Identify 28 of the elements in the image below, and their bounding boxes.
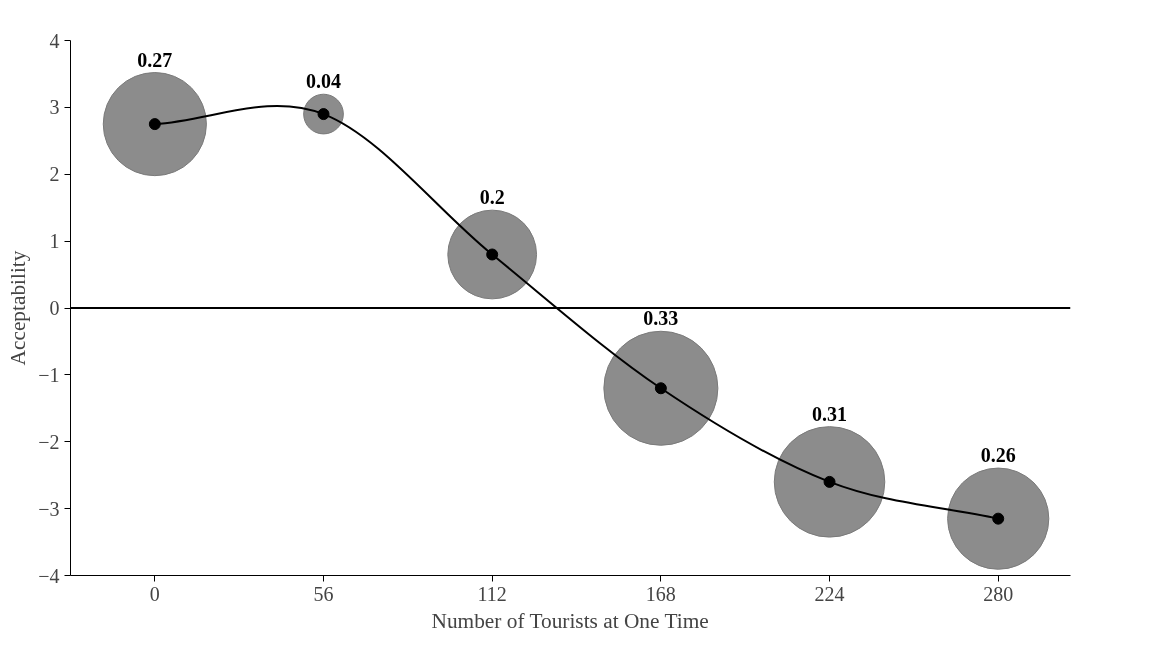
y-tick-label: −2 [38, 430, 60, 453]
y-tick-label: −1 [38, 363, 60, 386]
point [823, 475, 836, 488]
point [486, 248, 499, 261]
y-tick-label: 0 [49, 297, 60, 319]
x-tick-label: 0 [149, 582, 160, 605]
point [654, 382, 667, 395]
data-label: 0.04 [306, 70, 342, 93]
point [992, 512, 1005, 525]
y-axis-title: Acceptability [6, 250, 31, 366]
y-tick-label: 2 [49, 163, 60, 186]
x-tick-label: 280 [983, 582, 1014, 605]
x-tick-label: 112 [477, 582, 507, 605]
x-tick-label: 224 [814, 582, 845, 605]
data-label: 0.27 [137, 48, 173, 71]
data-label: 0.31 [812, 402, 848, 425]
y-tick-label: −3 [38, 497, 60, 520]
y-tick-label: −4 [38, 564, 60, 587]
x-axis-title: Number of Tourists at One Time [431, 608, 709, 633]
data-label: 0.2 [479, 186, 505, 209]
y-tick-label: 4 [49, 29, 60, 52]
y-tick-label: 1 [49, 230, 60, 253]
x-tick-label: 168 [645, 582, 676, 605]
y-tick-label: 3 [49, 96, 60, 119]
x-tick-label: 56 [313, 582, 334, 605]
data-label: 0.33 [643, 307, 679, 330]
point [148, 118, 161, 131]
data-label: 0.26 [980, 444, 1016, 467]
